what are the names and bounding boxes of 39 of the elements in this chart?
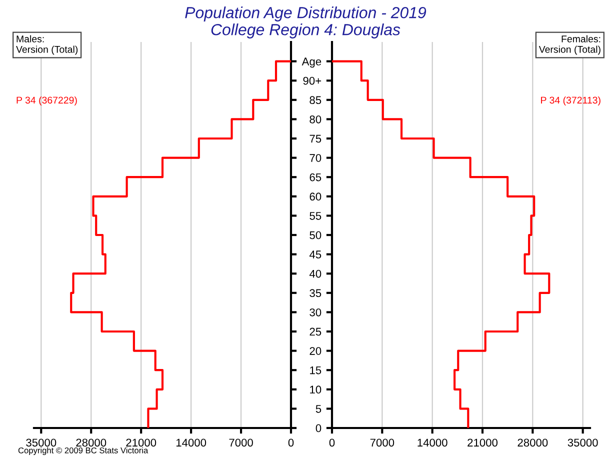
y-tick-label: 25 (310, 328, 322, 336)
y-tick-label: 55 (310, 212, 322, 220)
x-tick-label: 14000 (176, 438, 206, 447)
annotation: P 34 (367229) (16, 96, 77, 106)
chart-subtitle: College Region 4: Douglas (211, 24, 400, 38)
y-tick-label: 85 (310, 96, 322, 104)
y-tick-label: 0 (316, 424, 322, 432)
y-tick-label: 20 (310, 347, 322, 355)
y-tick-label: 65 (310, 173, 322, 182)
y-tick-label: 15 (310, 366, 322, 374)
x-tick-label: 14000 (418, 438, 448, 447)
x-tick-label: 0 (288, 438, 294, 447)
x-tick-label: 0 (329, 438, 335, 447)
y-tick-label: 5 (316, 405, 322, 413)
y-tick-label: 40 (309, 270, 322, 278)
x-tick-label: 7000 (370, 438, 394, 447)
chart-title: Population Age Distribution - 2019 (185, 6, 426, 22)
x-tick-label: 28000 (518, 438, 548, 447)
x-tick-label: 35000 (568, 438, 598, 447)
annotation: Females: Version (Total) (538, 35, 600, 55)
y-tick-label: 30 (310, 308, 322, 316)
annotation: Males: Version (Total) (16, 35, 78, 55)
y-tick-label: 35 (310, 289, 322, 298)
text: Copyright © 2009 BC Stats Victoria (18, 447, 148, 455)
y-tick-label: 80 (310, 115, 322, 124)
y-tick-label: 90+ (303, 76, 322, 85)
y-tick-label: 10 (310, 386, 322, 394)
y-tick-label: 45 (309, 250, 322, 258)
x-tick-label: 21000 (468, 438, 498, 447)
x-tick-label: 28000 (76, 438, 106, 447)
x-tick-label: 7000 (229, 438, 253, 447)
y-tick-label: 50 (310, 231, 322, 240)
y-tick-label: 70 (310, 154, 322, 162)
y-tick-label: 75 (310, 134, 322, 143)
annotation: P 34 (372113) (541, 96, 600, 106)
x-tick-label: 35000 (26, 438, 56, 447)
y-tick-label: 60 (310, 192, 322, 201)
y-tick-label: Age (302, 58, 322, 68)
x-tick-label: 21000 (126, 438, 156, 447)
